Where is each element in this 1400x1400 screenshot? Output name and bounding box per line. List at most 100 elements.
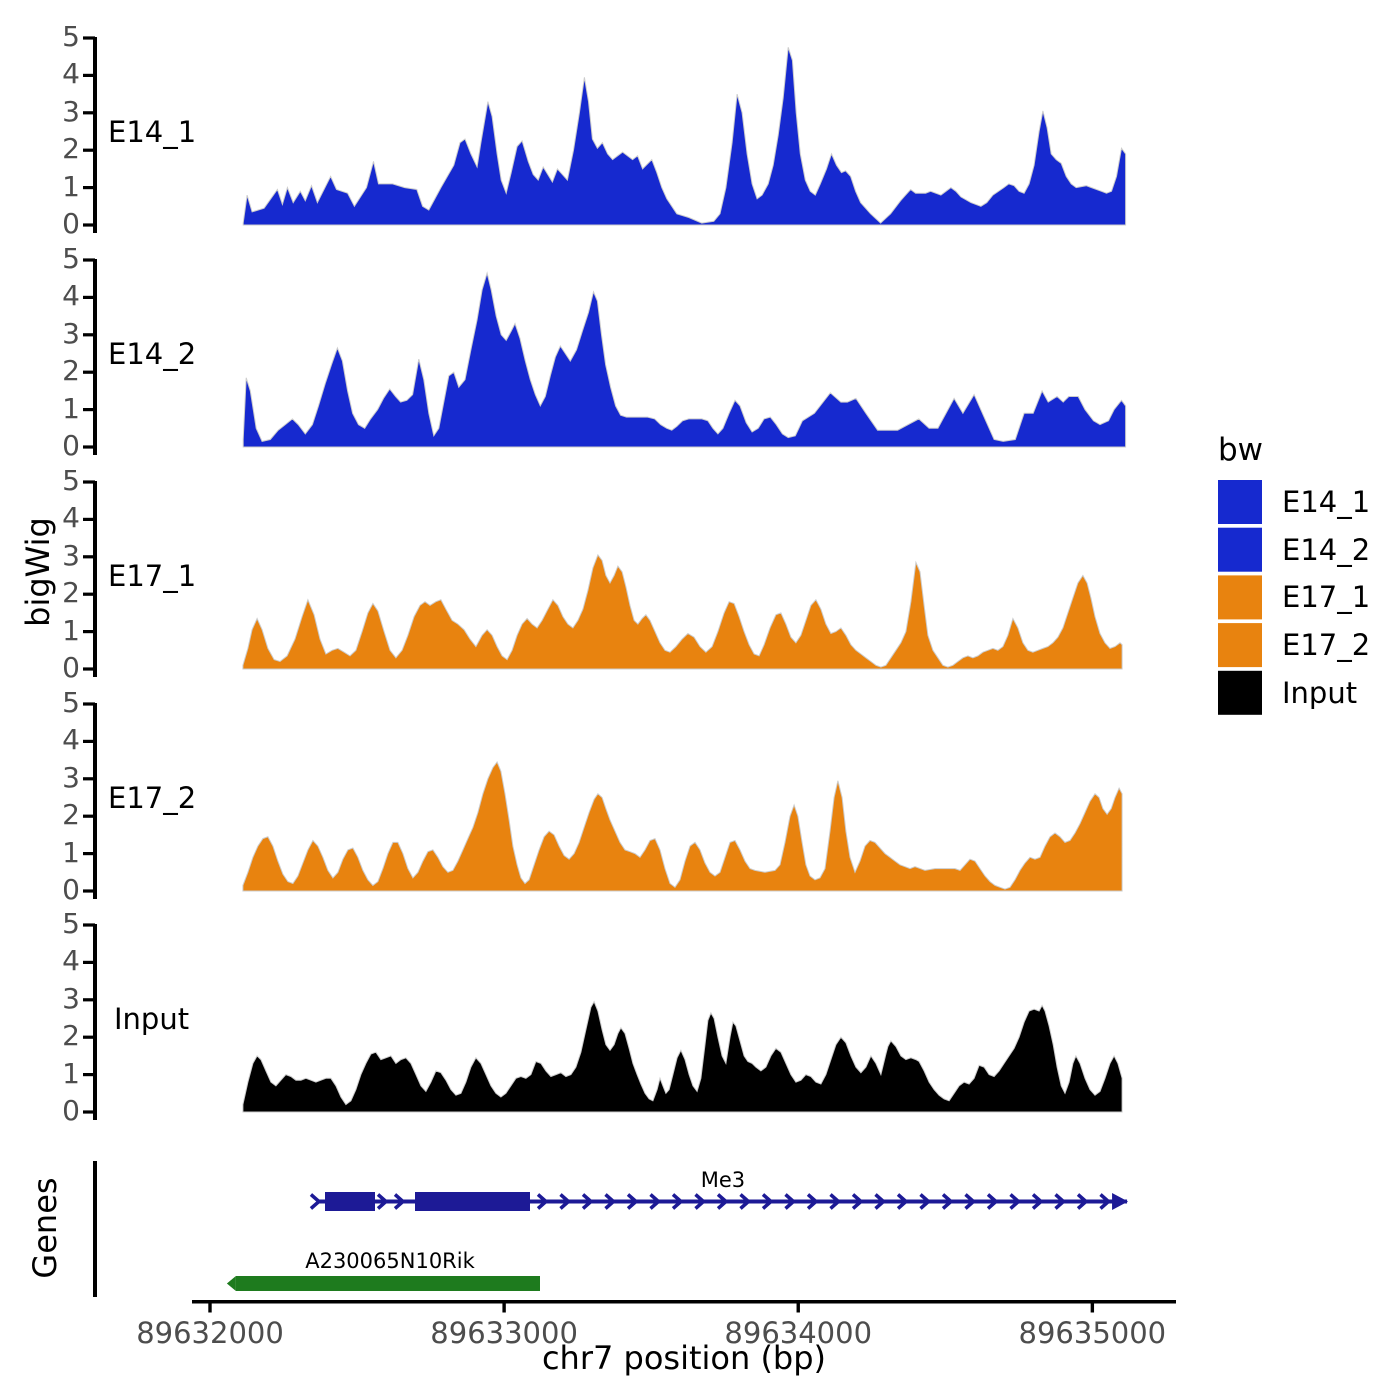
strand-arrow-icon [739, 1193, 752, 1210]
legend-label-E17_1: E17_1 [1282, 580, 1371, 615]
strand-arrow-icon [604, 1193, 617, 1210]
x-axis-line [192, 1300, 1176, 1304]
genes-axis-title: Genes [26, 1177, 64, 1279]
y-tick-label: 1 [62, 169, 80, 203]
y-tick-mark [83, 295, 95, 299]
y-tick-label: 0 [62, 651, 80, 684]
y-tick-label: 0 [62, 429, 80, 462]
y-tick-mark [83, 777, 95, 781]
strand-arrow-icon [1076, 1193, 1089, 1210]
legend-swatch-E14_1 [1218, 480, 1262, 524]
legend-swatch-Input [1218, 670, 1262, 715]
x-tick-mark [502, 1303, 506, 1313]
y-tick-mark [83, 36, 95, 40]
y-axis-line [93, 37, 97, 233]
y-tick-mark [83, 111, 95, 115]
strand-arrow-icon [964, 1193, 977, 1210]
strand-arrow-icon [536, 1193, 549, 1210]
y-tick-label: 1 [62, 1056, 80, 1090]
y-tick-mark [83, 630, 95, 634]
y-tick-mark [83, 1035, 95, 1039]
strand-arrow-icon [671, 1193, 684, 1210]
strand-arrow-icon [806, 1193, 819, 1210]
y-tick-label: 4 [62, 279, 80, 313]
x-tick-label: 89635000 [1018, 1316, 1167, 1350]
legend-title: bw [1218, 432, 1264, 468]
y-tick-label: 3 [62, 538, 80, 572]
y-tick-label: 0 [62, 1094, 80, 1127]
y-tick-mark [83, 814, 95, 818]
gene-label-me3: Me3 [700, 1168, 746, 1192]
y-tick-mark [83, 702, 95, 706]
strand-arrow-icon [716, 1193, 729, 1210]
y-tick-label: 1 [62, 391, 80, 425]
y-tick-mark [83, 998, 95, 1002]
y-tick-label: 5 [62, 464, 80, 497]
strand-arrow-icon [784, 1193, 797, 1210]
gene-label-rik: A230065N10Rik [305, 1249, 475, 1273]
y-tick-mark [83, 148, 95, 152]
strand-arrow-icon [309, 1193, 322, 1210]
y-tick-mark [83, 186, 95, 190]
gene-rik-strand-arrow-icon [226, 1276, 236, 1291]
y-tick-mark [83, 517, 95, 521]
strand-arrow-icon [649, 1193, 662, 1210]
x-tick-label: 89634000 [724, 1316, 873, 1350]
legend-label-Input: Input [1282, 675, 1358, 710]
x-tick-mark [208, 1303, 212, 1313]
y-tick-mark [83, 480, 95, 484]
strand-arrow-icon [1031, 1193, 1044, 1210]
strand-arrow-icon [626, 1193, 639, 1210]
y-tick-label: 5 [62, 242, 80, 275]
strand-arrow-icon [919, 1193, 932, 1210]
strand-arrow-icon [761, 1193, 774, 1210]
strand-arrow-icon [1099, 1193, 1112, 1210]
y-tick-mark [83, 960, 95, 964]
y-tick-label: 3 [62, 316, 80, 350]
y-tick-label: 3 [62, 981, 80, 1015]
y-tick-label: 4 [62, 944, 80, 978]
y-tick-mark [83, 333, 95, 337]
y-tick-label: 2 [62, 354, 80, 388]
track-label-E14_1: E14_1 [108, 115, 197, 150]
strand-arrow-icon [941, 1193, 954, 1210]
strand-arrow-icon [986, 1193, 999, 1210]
y-tick-label: 2 [62, 1019, 80, 1053]
track-label-Input: Input [114, 1002, 190, 1037]
y-tick-label: 3 [62, 94, 80, 128]
y-tick-label: 4 [62, 501, 80, 535]
y-tick-mark [83, 1073, 95, 1077]
strand-arrow-icon [896, 1193, 909, 1210]
y-tick-mark [83, 445, 95, 449]
strand-arrow-icon [393, 1193, 406, 1210]
genes-axis-line [93, 1161, 97, 1297]
y-tick-label: 4 [62, 57, 80, 91]
strand-arrow-icon [694, 1193, 707, 1210]
strand-arrow-icon [874, 1193, 887, 1210]
gene-me3-exon [415, 1192, 530, 1211]
y-tick-mark [83, 667, 95, 671]
y-tick-mark [83, 592, 95, 596]
strand-arrow-icon [1054, 1193, 1067, 1210]
y-tick-label: 5 [62, 907, 80, 940]
y-tick-mark [83, 73, 95, 77]
y-tick-label: 0 [62, 873, 80, 906]
y-tick-label: 2 [62, 798, 80, 832]
gene-me3-line [317, 1199, 1128, 1204]
x-tick-mark [796, 1303, 800, 1313]
y-tick-label: 5 [62, 686, 80, 719]
track-label-E14_2: E14_2 [108, 337, 197, 372]
y-tick-label: 2 [62, 576, 80, 610]
y-tick-mark [83, 370, 95, 374]
y-tick-label: 2 [62, 132, 80, 166]
gene-me3-exon [325, 1192, 375, 1211]
y-tick-label: 3 [62, 760, 80, 794]
y-axis-line [93, 481, 97, 677]
strand-arrow-icon [829, 1193, 842, 1210]
legend-swatch-E17_1 [1218, 575, 1262, 620]
y-tick-mark [83, 258, 95, 262]
signal-area-E14_2 [242, 271, 1127, 448]
legend-swatch-E14_2 [1218, 527, 1262, 572]
legend-label-E14_1: E14_1 [1282, 485, 1371, 519]
